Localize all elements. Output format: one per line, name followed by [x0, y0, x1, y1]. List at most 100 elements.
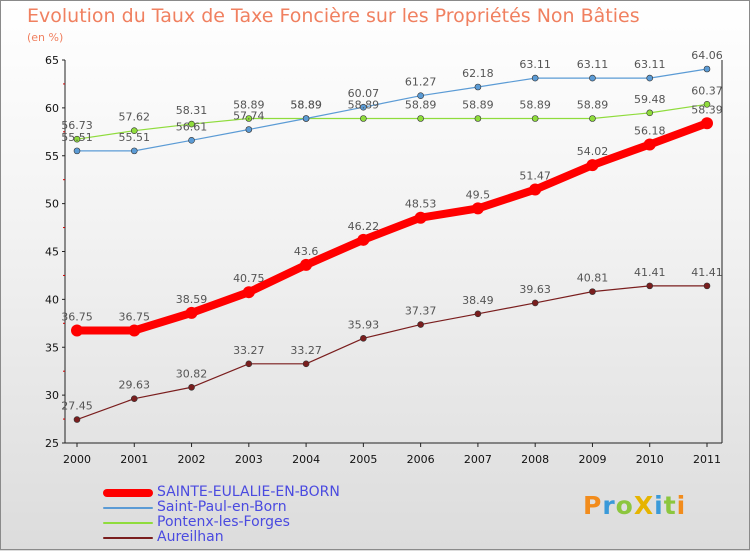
- x-tick-label: 2008: [521, 453, 549, 466]
- data-label-3: 33.27: [233, 344, 265, 357]
- legend-item-2: Pontenx-les-Forges: [103, 515, 340, 530]
- legend-item-0: SAINTE-EULALIE-EN-BORN: [103, 485, 340, 500]
- series-point-3: [360, 335, 367, 342]
- series-point-0: [300, 258, 313, 271]
- series-point-1: [531, 74, 539, 82]
- data-label-3: 40.81: [577, 272, 609, 285]
- x-tick-label: 2010: [636, 453, 664, 466]
- y-tick-label: 35: [45, 341, 59, 354]
- x-tick-label: 2007: [464, 453, 492, 466]
- series-point-0: [357, 233, 370, 246]
- logo-letter-4: i: [654, 491, 664, 520]
- data-label-2: 58.89: [405, 99, 437, 112]
- data-label-1: 60.07: [348, 87, 380, 100]
- series-point-2: [360, 115, 367, 122]
- y-tick-label: 60: [45, 102, 59, 115]
- data-label-0: 43.6: [294, 245, 319, 258]
- x-tick-label: 2009: [578, 453, 606, 466]
- data-label-2: 59.48: [634, 93, 666, 106]
- data-label-1: 64.06: [691, 49, 723, 62]
- series-line-2: [76, 103, 708, 140]
- legend-swatch-3: [103, 536, 153, 539]
- data-label-0: 46.22: [348, 220, 380, 233]
- series-point-1: [130, 147, 138, 155]
- data-label-3: 39.63: [519, 283, 551, 296]
- legend-swatch-2: [103, 521, 153, 524]
- axes: 25 30 35 40 45 50 55 60 65 2000 2001 2002 2003 2004 20…: [45, 54, 723, 466]
- data-label-3: 35.93: [348, 318, 380, 331]
- data-label-3: 33.27: [290, 344, 322, 357]
- series-point-3: [474, 310, 482, 318]
- data-label-0: 51.47: [519, 170, 551, 183]
- series-point-1: [646, 74, 654, 82]
- series-point-0: [586, 159, 599, 172]
- data-label-1: 61.27: [405, 76, 437, 89]
- data-label-2: 58.89: [290, 99, 322, 112]
- series-line-3: [76, 285, 708, 421]
- legend-swatch-0: [103, 488, 153, 497]
- data-label-2: 58.89: [519, 99, 551, 112]
- data-label-2: 58.89: [462, 99, 494, 112]
- logo-letter-5: t: [663, 491, 677, 520]
- data-label-2: 57.62: [119, 111, 151, 124]
- series-point-0: [471, 202, 484, 215]
- series-point-2: [245, 115, 253, 122]
- legend-label-1: Saint-Paul-en-Born: [157, 499, 287, 515]
- series-point-1: [703, 65, 711, 73]
- logo-letter-2: o: [615, 491, 634, 520]
- x-tick-label: 2000: [63, 453, 91, 466]
- logo-letter-1: r: [602, 491, 616, 520]
- legend: SAINTE-EULALIE-EN-BORN Saint-Paul-en-Bor…: [103, 485, 340, 545]
- series-point-0: [128, 324, 141, 337]
- legend-item-3: Aureilhan: [103, 530, 340, 545]
- series-point-0: [242, 286, 255, 299]
- series-point-1: [417, 92, 424, 100]
- y-tick-label: 25: [45, 437, 59, 450]
- x-tick-label: 2001: [120, 453, 148, 466]
- series-point-1: [360, 103, 367, 111]
- data-label-3: 30.82: [176, 367, 208, 380]
- data-label-1: 58.89: [290, 99, 322, 112]
- series-point-2: [589, 115, 596, 122]
- series-point-2: [646, 109, 654, 117]
- series-point-3: [302, 360, 310, 368]
- data-label-2: 60.37: [691, 84, 723, 97]
- logo-letter-3: X: [633, 491, 655, 520]
- data-label-1: 56.61: [176, 120, 208, 133]
- data-label-2: 58.89: [233, 99, 265, 112]
- chart-subtitle: (en %): [27, 31, 64, 44]
- data-label-3: 37.37: [405, 305, 437, 318]
- x-tick-label: 2004: [292, 453, 320, 466]
- x-tick-label: 2002: [178, 453, 206, 466]
- series-point-2: [531, 115, 539, 122]
- data-label-0: 58.39: [691, 103, 723, 116]
- y-tick-label: 45: [45, 246, 59, 259]
- series-layer: [71, 65, 713, 423]
- data-label-1: 62.18: [462, 67, 494, 80]
- series-point-3: [646, 282, 654, 290]
- data-label-1: 55.51: [61, 131, 93, 144]
- chart-title: Evolution du Taux de Taxe Foncière sur l…: [27, 5, 640, 27]
- data-label-1: 57.74: [233, 110, 265, 123]
- data-labels-layer: 36.75 36.75 38.59 40.75 43.6 46.22 48.53 49.5 51…: [61, 49, 723, 413]
- series-point-1: [245, 126, 253, 133]
- y-tick-label: 30: [45, 389, 59, 402]
- series-point-0: [71, 324, 83, 337]
- series-point-3: [188, 383, 195, 391]
- series-point-0: [643, 138, 656, 151]
- y-tick-label: 40: [45, 293, 59, 306]
- x-tick-label: 2003: [235, 453, 263, 466]
- series-point-3: [73, 416, 81, 423]
- series-line-1: [76, 68, 708, 152]
- data-label-2: 58.89: [577, 99, 609, 112]
- series-point-2: [474, 115, 482, 122]
- series-point-2: [130, 127, 138, 134]
- x-tick-label: 2005: [349, 453, 377, 466]
- series-point-1: [302, 115, 310, 122]
- data-label-3: 29.63: [119, 379, 151, 392]
- proxiti-logo: ProXiti: [583, 491, 686, 520]
- series-point-1: [73, 147, 81, 155]
- data-label-3: 38.49: [462, 294, 494, 307]
